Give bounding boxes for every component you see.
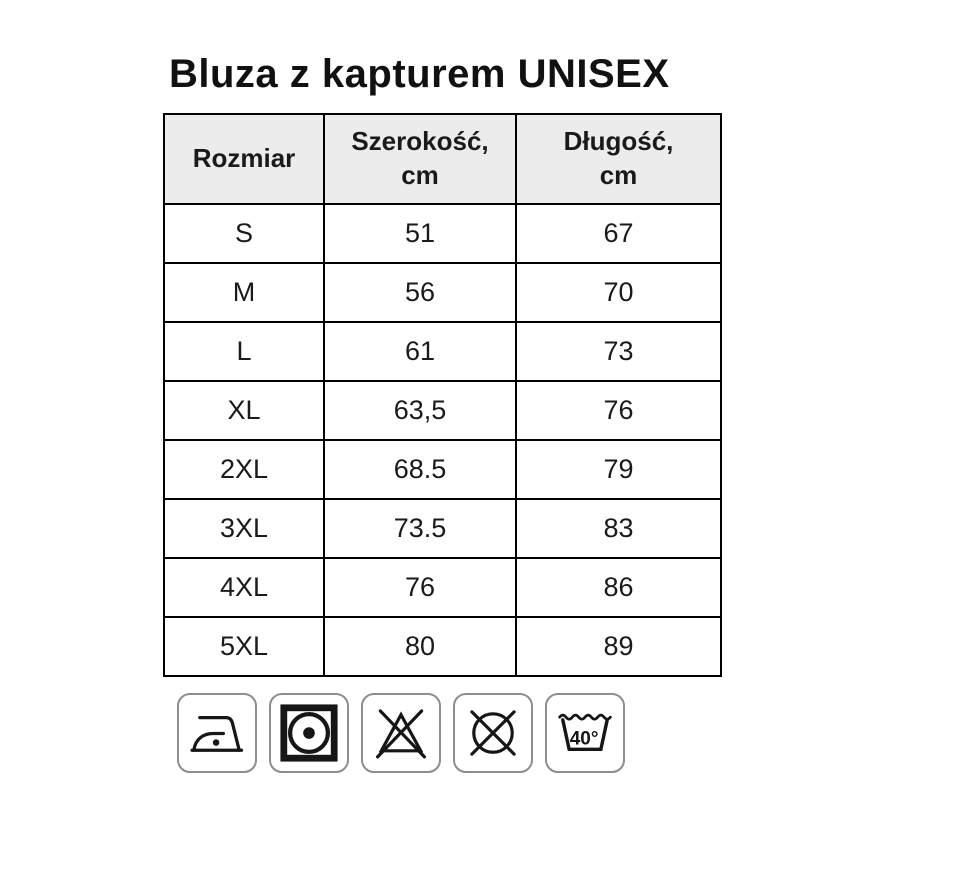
header-cell-szerokosc: Szerokość, cm: [323, 113, 517, 205]
cell-size: 2XL: [163, 439, 325, 500]
iron-one-dot-icon: [177, 693, 257, 773]
header-label: Rozmiar: [192, 143, 296, 174]
cell-size: L: [163, 321, 325, 382]
wash-40-degrees-icon: 40°: [545, 693, 625, 773]
table-row: L 61 73: [163, 321, 722, 382]
table-row: 5XL 80 89: [163, 616, 722, 677]
wash-temp-label: 40°: [570, 728, 599, 749]
cell-width: 61: [323, 321, 517, 382]
table-row: 2XL 68.5 79: [163, 439, 722, 500]
cell-length: 67: [515, 203, 722, 264]
cell-length: 79: [515, 439, 722, 500]
page: Bluza z kapturem UNISEX Rozmiar Szerokoś…: [163, 52, 960, 773]
header-unit: cm: [401, 160, 439, 190]
cell-size: 3XL: [163, 498, 325, 559]
cell-width: 68.5: [323, 439, 517, 500]
cell-length: 83: [515, 498, 722, 559]
do-not-bleach-icon: [361, 693, 441, 773]
header-label: Długość,: [563, 126, 674, 157]
table-row: 4XL 76 86: [163, 557, 722, 618]
header-label: Szerokość,: [351, 126, 489, 157]
cell-length: 76: [515, 380, 722, 441]
cell-width: 73.5: [323, 498, 517, 559]
cell-width: 56: [323, 262, 517, 323]
cell-length: 70: [515, 262, 722, 323]
cell-size: XL: [163, 380, 325, 441]
tumble-dry-one-dot-icon: [269, 693, 349, 773]
do-not-dry-clean-icon: [453, 693, 533, 773]
cell-size: S: [163, 203, 325, 264]
header-unit: cm: [599, 160, 638, 190]
table-row: XL 63,5 76: [163, 380, 722, 441]
care-symbols-row: 40°: [177, 693, 960, 773]
cell-width: 80: [323, 616, 517, 677]
page-title: Bluza z kapturem UNISEX: [169, 52, 670, 96]
cell-length: 73: [515, 321, 722, 382]
cell-size: 5XL: [163, 616, 325, 677]
cell-width: 63,5: [323, 380, 517, 441]
cell-size: 4XL: [163, 557, 325, 618]
cell-width: 76: [323, 557, 517, 618]
cell-size: M: [163, 262, 325, 323]
cell-length: 89: [515, 616, 722, 677]
table-header-row: Rozmiar Szerokość, cm Długość, cm: [163, 113, 722, 205]
cell-length: 86: [515, 557, 722, 618]
header-cell-dlugosc: Długość, cm: [515, 113, 722, 205]
table-row: S 51 67: [163, 203, 722, 264]
table-row: 3XL 73.5 83: [163, 498, 722, 559]
table-row: M 56 70: [163, 262, 722, 323]
cell-width: 51: [323, 203, 517, 264]
header-cell-rozmiar: Rozmiar: [163, 113, 325, 205]
size-table: Rozmiar Szerokość, cm Długość, cm S 51 6…: [163, 113, 722, 677]
